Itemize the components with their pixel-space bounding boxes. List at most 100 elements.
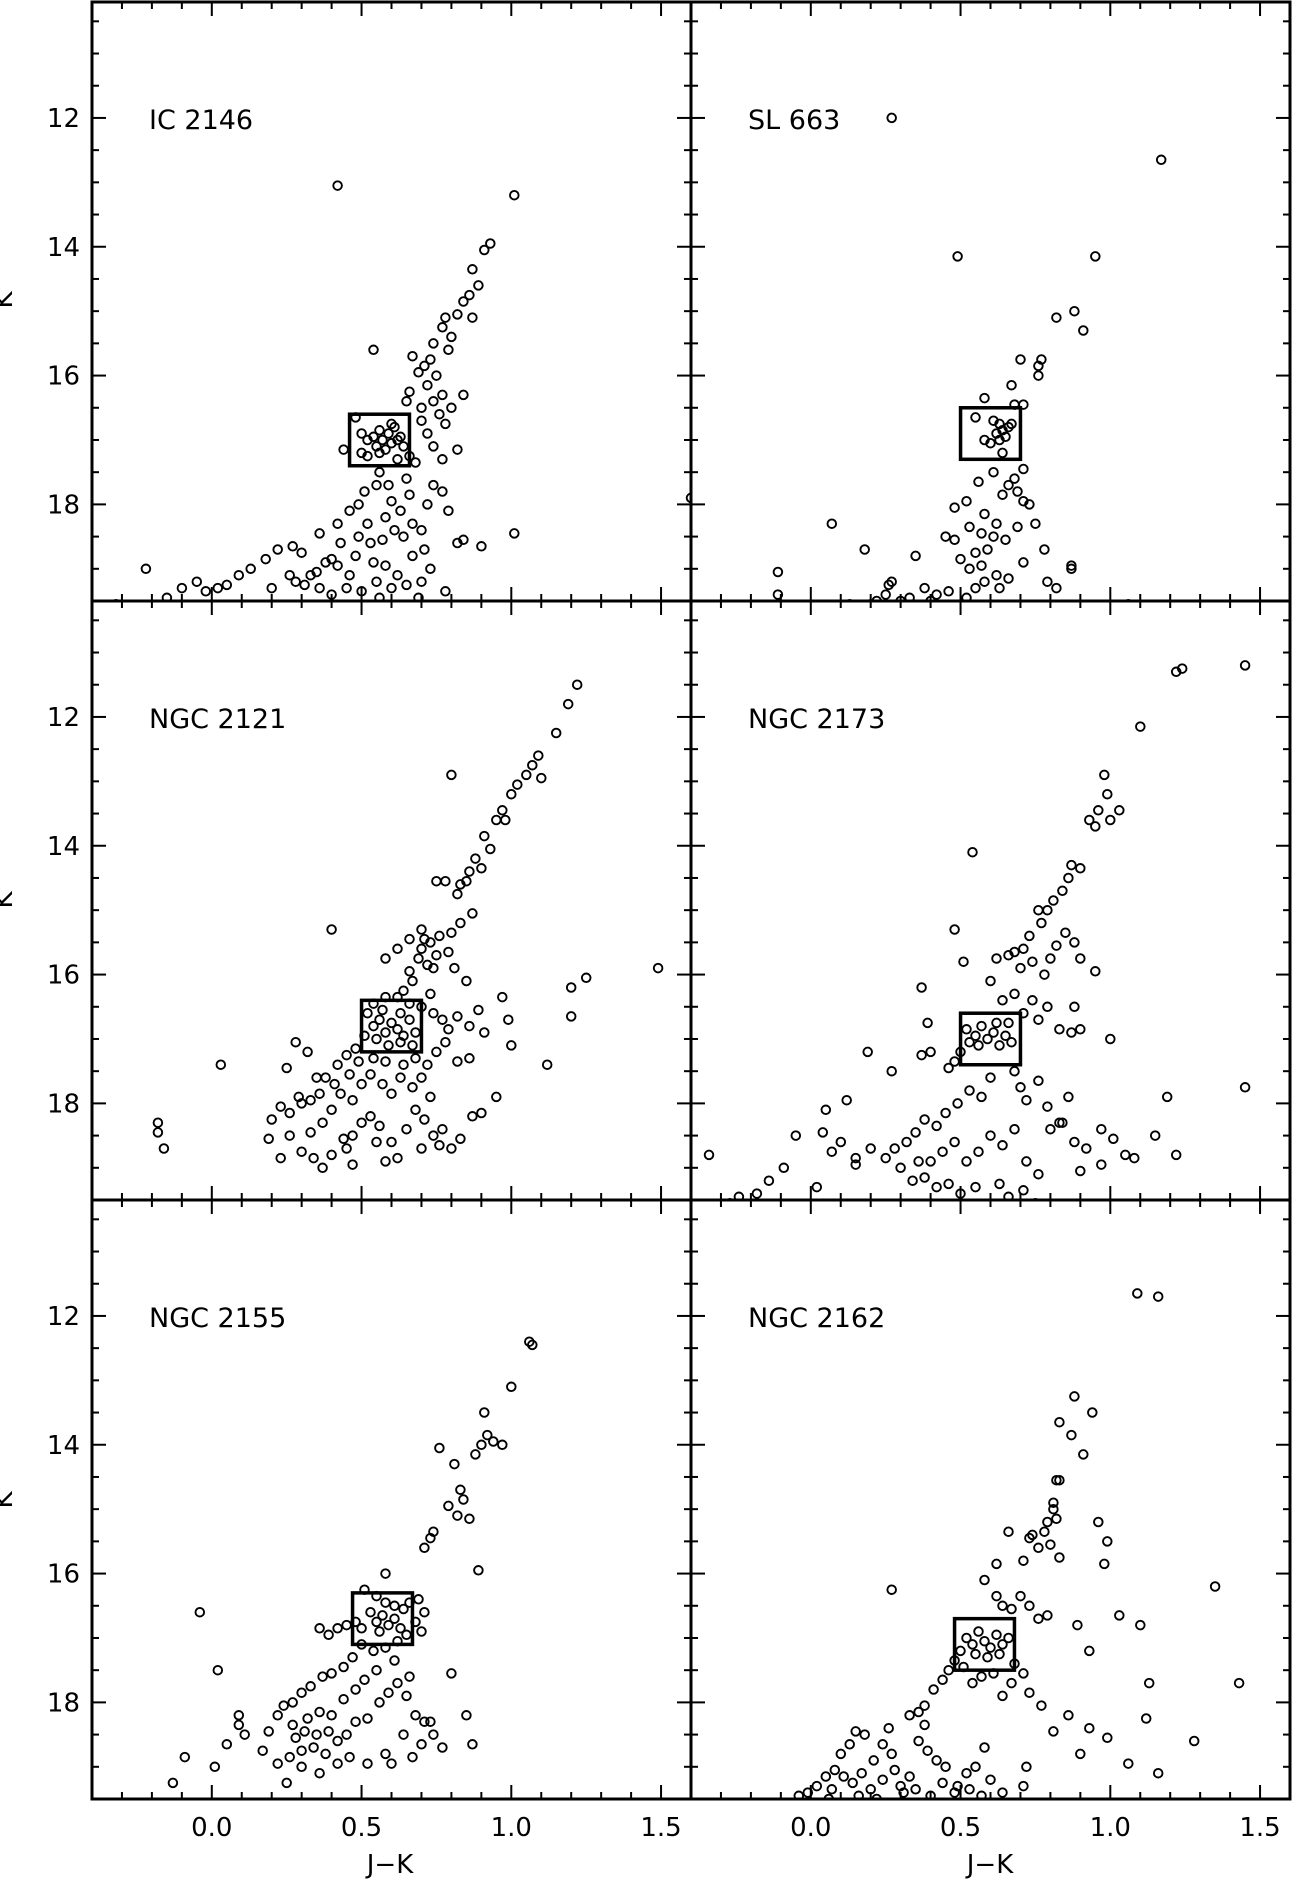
data-point bbox=[161, 592, 173, 601]
y-tick-label: 12 bbox=[47, 1302, 80, 1332]
data-point bbox=[1063, 1710, 1074, 1721]
data-point bbox=[335, 537, 346, 549]
data-point bbox=[961, 1632, 972, 1644]
data-point bbox=[491, 814, 502, 826]
axis-ticks bbox=[91, 601, 692, 1201]
data-point bbox=[428, 962, 439, 974]
data-point bbox=[326, 1710, 337, 1721]
data-point bbox=[338, 1661, 349, 1673]
data-point bbox=[1135, 721, 1146, 732]
data-point bbox=[479, 830, 490, 842]
data-point bbox=[458, 389, 469, 401]
data-point bbox=[937, 1146, 948, 1157]
data-point bbox=[440, 875, 451, 887]
data-point bbox=[338, 1693, 349, 1705]
data-point bbox=[1036, 1700, 1047, 1711]
data-point bbox=[416, 1626, 427, 1637]
data-point bbox=[1051, 940, 1062, 951]
data-point bbox=[1084, 1645, 1095, 1657]
data-point bbox=[374, 425, 385, 436]
data-point bbox=[374, 1626, 385, 1637]
data-point bbox=[1123, 1758, 1134, 1769]
data-point bbox=[1015, 962, 1026, 974]
data-point bbox=[1015, 1590, 1026, 1602]
x-axis-title-left: J−K bbox=[365, 1850, 414, 1880]
data-point bbox=[356, 1078, 367, 1090]
data-point bbox=[476, 1439, 487, 1451]
data-point bbox=[284, 1107, 295, 1119]
data-point bbox=[979, 1635, 990, 1647]
data-point bbox=[479, 1407, 490, 1418]
data-point bbox=[1078, 325, 1089, 336]
data-point bbox=[931, 1120, 942, 1132]
data-point bbox=[976, 1671, 987, 1682]
data-point bbox=[565, 982, 577, 993]
data-point bbox=[380, 1027, 391, 1038]
data-point bbox=[997, 1639, 1008, 1650]
data-point bbox=[853, 1790, 864, 1799]
data-points bbox=[167, 1336, 538, 1789]
data-point bbox=[967, 1639, 978, 1650]
data-point bbox=[904, 592, 915, 601]
data-point bbox=[506, 1381, 517, 1393]
data-point bbox=[386, 1017, 397, 1029]
panel-frame bbox=[90, 1198, 693, 1801]
data-point bbox=[377, 1078, 388, 1090]
data-point bbox=[431, 1046, 442, 1058]
data-point bbox=[323, 1726, 334, 1737]
plot-area: IC 2146 SL 663 NGC 2121 NGC 2173 NGC 2155 NGC… bbox=[47, 0, 1292, 1843]
data-point bbox=[943, 1062, 954, 1074]
data-point bbox=[1024, 499, 1035, 510]
data-point bbox=[1042, 576, 1053, 587]
data-point bbox=[419, 933, 430, 945]
data-point bbox=[1033, 1075, 1044, 1087]
data-point bbox=[1039, 969, 1050, 980]
data-point bbox=[1048, 895, 1059, 906]
data-point bbox=[850, 1726, 861, 1737]
data-point bbox=[1054, 1552, 1065, 1563]
y-tick-label: 18 bbox=[47, 490, 80, 520]
data-point bbox=[389, 1655, 400, 1666]
data-point bbox=[476, 1107, 487, 1119]
data-point bbox=[1018, 1185, 1029, 1196]
data-point bbox=[356, 428, 367, 439]
data-point bbox=[1027, 995, 1038, 1006]
data-point bbox=[940, 1761, 951, 1773]
data-point bbox=[428, 396, 439, 407]
data-point bbox=[446, 927, 457, 938]
data-point bbox=[652, 962, 664, 974]
data-point bbox=[443, 946, 454, 958]
data-point bbox=[904, 1710, 915, 1721]
data-point bbox=[437, 1123, 448, 1135]
data-point bbox=[1009, 473, 1020, 484]
data-point bbox=[991, 1590, 1002, 1602]
data-point bbox=[332, 180, 343, 191]
data-point bbox=[281, 1777, 292, 1789]
data-point bbox=[386, 418, 397, 430]
data-point bbox=[458, 534, 469, 546]
data-point bbox=[266, 582, 277, 594]
data-point bbox=[886, 576, 897, 587]
data-point bbox=[404, 1671, 415, 1682]
data-point bbox=[982, 544, 993, 555]
data-point bbox=[889, 1143, 900, 1154]
data-point bbox=[347, 1159, 358, 1170]
data-point bbox=[1045, 1539, 1056, 1550]
data-point bbox=[416, 924, 427, 935]
data-point bbox=[703, 1149, 715, 1161]
data-point bbox=[1099, 769, 1110, 781]
data-point bbox=[994, 582, 1005, 594]
panel-frame bbox=[689, 599, 1292, 1202]
data-point bbox=[1042, 1610, 1053, 1621]
data-point bbox=[350, 1684, 361, 1695]
data-point bbox=[1093, 805, 1104, 816]
data-point bbox=[404, 386, 415, 397]
data-point bbox=[811, 1181, 823, 1193]
data-point bbox=[955, 1645, 966, 1657]
axis-ticks bbox=[690, 601, 1291, 1201]
data-point bbox=[859, 1729, 870, 1740]
data-point bbox=[1102, 1536, 1113, 1547]
data-point bbox=[404, 933, 415, 945]
data-point bbox=[470, 1449, 481, 1460]
data-point bbox=[419, 1542, 430, 1554]
